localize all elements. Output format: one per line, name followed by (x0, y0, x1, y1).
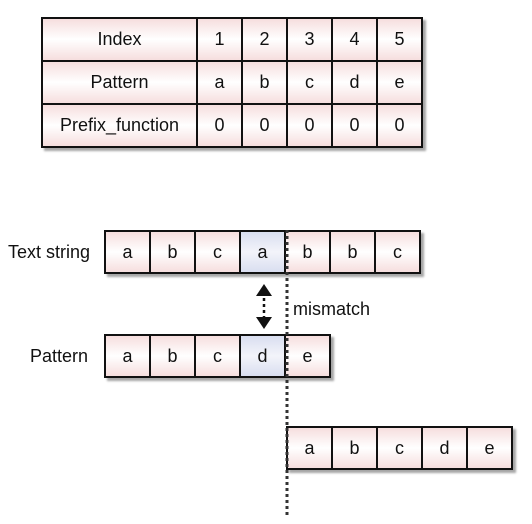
pattern-cell: a (196, 60, 243, 105)
text-char-mismatch: a (241, 232, 286, 272)
index-cell: 1 (196, 17, 243, 62)
pattern-cell: b (241, 60, 288, 105)
prefix-function-cell: 0 (196, 103, 243, 148)
shifted-pattern-char: a (288, 428, 333, 468)
index-row: Index 1 2 3 4 5 (41, 17, 423, 62)
pattern-char: a (106, 336, 151, 376)
prefix-function-cell: 0 (241, 103, 288, 148)
mismatch-label: mismatch (293, 299, 371, 319)
text-char: c (196, 232, 241, 272)
shifted-pattern-char: d (423, 428, 468, 468)
prefix-function-header: Prefix_function (41, 103, 198, 148)
prefix-function-cell: 0 (331, 103, 378, 148)
pattern-boxes: a b c d e (104, 334, 331, 378)
text-char: b (331, 232, 376, 272)
text-string-boxes: a b c a b b c (104, 230, 421, 274)
text-char: b (151, 232, 196, 272)
text-string-label: Text string (8, 242, 91, 262)
shifted-pattern-char: b (333, 428, 378, 468)
pattern-cell: c (286, 60, 333, 105)
pattern-cell: d (331, 60, 378, 105)
pattern-row: Pattern a b c d e (41, 60, 423, 105)
shifted-pattern-boxes: a b c d e (286, 426, 513, 470)
pattern-header: Pattern (41, 60, 198, 105)
prefix-function-cell: 0 (286, 103, 333, 148)
index-cell: 3 (286, 17, 333, 62)
prefix-function-table: Index 1 2 3 4 5 Pattern a b c d e Prefix… (41, 17, 423, 148)
prefix-function-cell: 0 (376, 103, 423, 148)
index-header: Index (41, 17, 198, 62)
text-char: c (376, 232, 419, 272)
shifted-pattern-char: c (378, 428, 423, 468)
text-char: a (106, 232, 151, 272)
prefix-function-row: Prefix_function 0 0 0 0 0 (41, 103, 423, 148)
pattern-label: Pattern (30, 346, 89, 366)
compare-arrow-icon (256, 284, 272, 329)
index-cell: 2 (241, 17, 288, 62)
pattern-char: b (151, 336, 196, 376)
pattern-char: c (196, 336, 241, 376)
pattern-cell: e (376, 60, 423, 105)
pattern-char: e (286, 336, 329, 376)
shifted-pattern-char: e (468, 428, 511, 468)
index-cell: 4 (331, 17, 378, 62)
text-char: b (286, 232, 331, 272)
pattern-char-mismatch: d (241, 336, 286, 376)
index-cell: 5 (376, 17, 423, 62)
